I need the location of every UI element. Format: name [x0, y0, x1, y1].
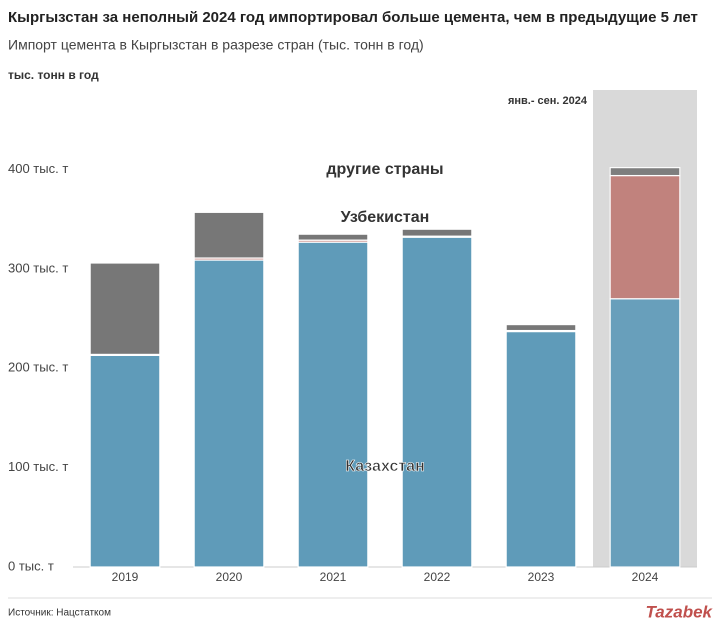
bar-segment	[505, 330, 577, 568]
bar-segment	[89, 262, 161, 355]
x-tick-label: 2019	[112, 570, 139, 584]
bar-segment	[609, 167, 681, 177]
bar-segment	[401, 236, 473, 568]
series-label: другие страны	[326, 161, 443, 178]
x-tick-label: 2024	[632, 570, 659, 584]
y-tick-label: 100 тыс. т	[8, 459, 68, 474]
bar-segment	[297, 233, 369, 241]
bar-segment	[609, 174, 681, 300]
x-tick-label: 2023	[528, 570, 555, 584]
bar-segment	[193, 259, 265, 568]
chart-subtitle: Импорт цемента в Кыргызстан в разрезе ст…	[8, 37, 424, 53]
source: Источник: Нацстатком	[8, 608, 111, 619]
bar-segment	[505, 323, 577, 332]
y-tick-label: 0 тыс. т	[8, 558, 54, 573]
chart-title: Кыргызстан за неполный 2024 год импортир…	[8, 9, 698, 26]
y-tick-label: 300 тыс. т	[8, 260, 68, 275]
logo: Tazabek	[646, 602, 714, 621]
annotation: янв.- сен. 2024	[508, 95, 588, 107]
series-label: Казахстан	[345, 458, 425, 475]
bar-segment	[193, 211, 265, 259]
series-label: Узбекистан	[341, 209, 430, 226]
bar-segment	[89, 354, 161, 568]
bar-segment	[401, 228, 473, 237]
y-tick-label: 400 тыс. т	[8, 161, 68, 176]
x-tick-label: 2022	[424, 570, 451, 584]
x-tick-label: 2020	[216, 570, 243, 584]
bar-segment	[297, 241, 369, 568]
y-tick-label: 200 тыс. т	[8, 360, 68, 375]
x-tick-label: 2021	[320, 570, 347, 584]
y-axis-label: тыс. тонн в год	[8, 68, 99, 82]
bar-segment	[609, 298, 681, 568]
